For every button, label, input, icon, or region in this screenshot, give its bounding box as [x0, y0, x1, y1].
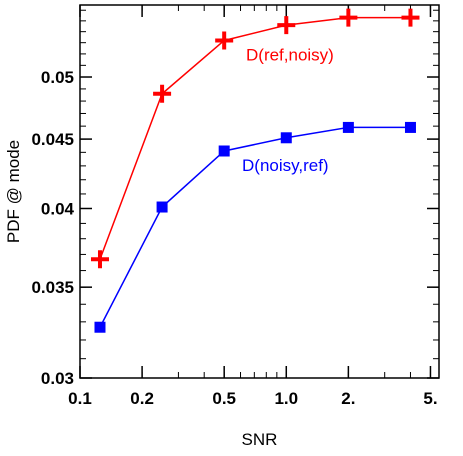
y-tick-labels: 0.03 0.035 0.04 0.045 0.05 — [31, 68, 74, 388]
data-point — [342, 121, 354, 133]
x-tick-label: 2. — [341, 389, 355, 408]
y-tick-label: 0.05 — [41, 68, 74, 87]
x-tick-label: 0.1 — [68, 389, 92, 408]
y-tick-label: 0.035 — [31, 278, 74, 297]
y-tick-label: 0.03 — [41, 369, 74, 388]
y-axis-label: PDF @ mode — [4, 140, 23, 243]
data-point — [215, 31, 234, 50]
x-tick-label: 0.5 — [212, 389, 236, 408]
data-point — [94, 321, 106, 333]
data-point — [218, 145, 230, 157]
y-tick-label: 0.04 — [41, 199, 75, 218]
data-point — [153, 84, 172, 103]
x-axis-label: SNR — [242, 430, 278, 449]
data-point — [280, 132, 292, 144]
data-point — [404, 121, 416, 133]
data-point — [401, 8, 420, 27]
data-point — [156, 201, 168, 213]
series-label-noisy-ref: D(noisy,ref) — [242, 156, 329, 175]
series-0 — [90, 8, 420, 269]
data-point — [277, 16, 296, 35]
series-layer — [90, 8, 420, 333]
plot-frame — [79, 4, 440, 379]
series-label-ref-noisy: D(ref,noisy) — [246, 45, 334, 64]
x-tick-label: 0.2 — [130, 389, 154, 408]
series-1 — [94, 121, 416, 333]
x-tick-label: 5. — [423, 389, 437, 408]
data-point — [339, 8, 358, 27]
series-line — [99, 16, 411, 260]
x-tick-labels: 0.1 0.2 0.5 1.0 2. 5. — [68, 389, 437, 408]
data-point — [90, 250, 109, 269]
series-line — [99, 126, 411, 328]
y-tick-label: 0.045 — [31, 130, 74, 149]
x-tick-label: 1.0 — [274, 389, 298, 408]
